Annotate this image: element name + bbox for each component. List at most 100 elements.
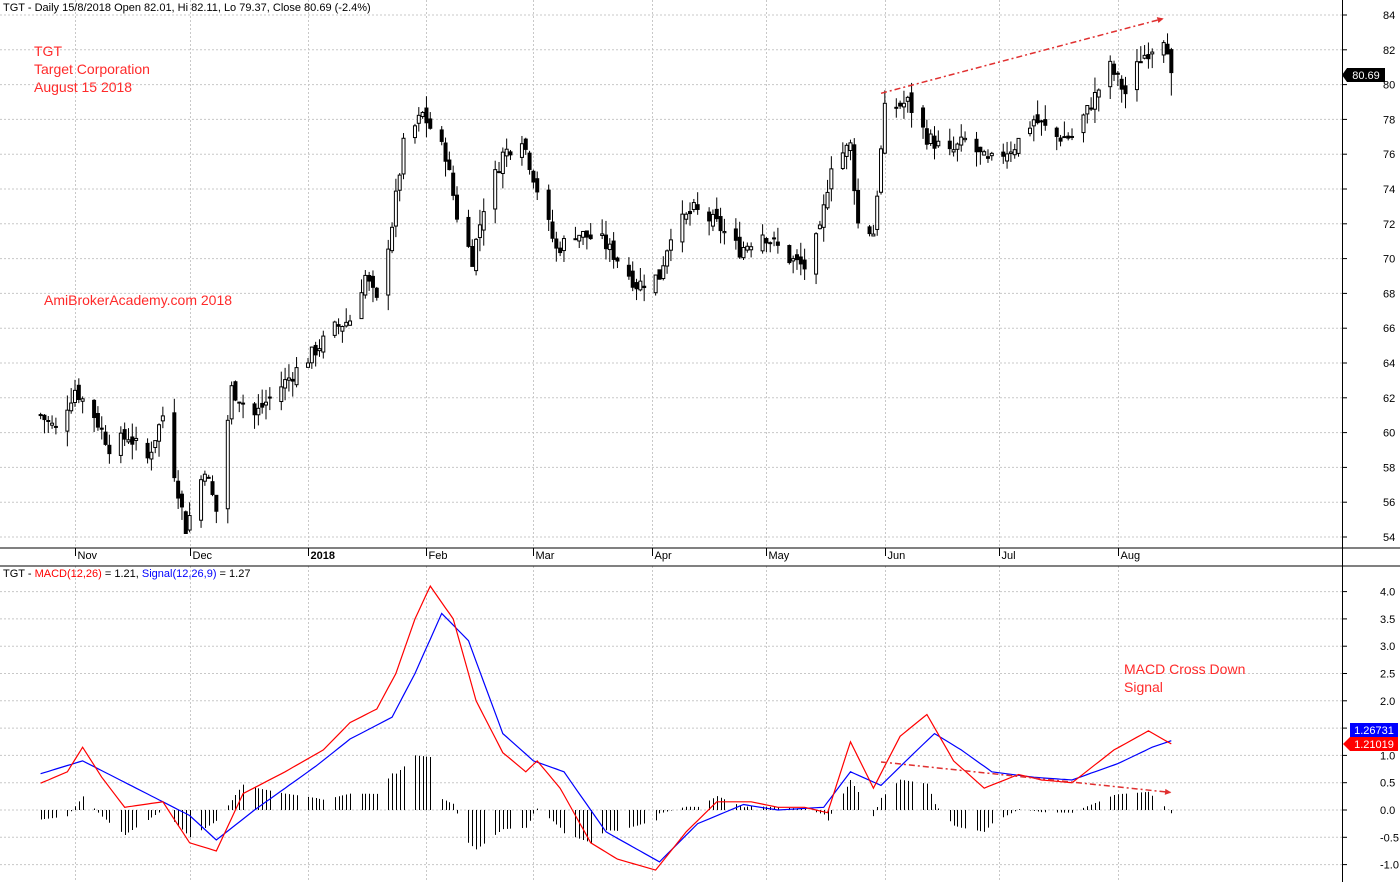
candle-body [1016, 137, 1021, 154]
candle-body [775, 241, 780, 246]
candle [642, 274, 647, 302]
candle [46, 416, 51, 433]
candle-body [401, 137, 406, 175]
candle-body [1150, 51, 1155, 55]
candle-body [256, 407, 261, 416]
candle [802, 248, 807, 280]
candle-body [573, 238, 578, 241]
candle-body [794, 254, 799, 261]
candle-body [615, 257, 620, 262]
signal-line [40, 612, 1172, 863]
candle [684, 212, 689, 225]
candle [1066, 132, 1071, 141]
candle-body [1112, 63, 1117, 75]
macd-tick-label: 2.0 [1380, 696, 1395, 708]
candle-body [447, 159, 452, 171]
candle-body [122, 429, 127, 440]
candle-body [1043, 119, 1048, 126]
candle [531, 169, 536, 189]
candle-body [867, 226, 872, 235]
candle-body [466, 216, 471, 247]
candle-body [69, 402, 74, 412]
macd-trendline [880, 761, 1172, 794]
candle [760, 224, 765, 254]
candle [374, 286, 379, 301]
candle [665, 249, 670, 274]
candle [229, 381, 234, 425]
macd-trendline-arrowhead [1164, 788, 1172, 795]
candle [856, 178, 861, 229]
candle-body [829, 168, 834, 190]
candle [321, 330, 326, 359]
candle [1115, 71, 1120, 87]
candle-body [294, 367, 299, 386]
candle-body [1142, 54, 1147, 59]
candle-body [558, 247, 563, 254]
candle [386, 239, 391, 311]
candle [985, 149, 990, 163]
candle [317, 339, 322, 357]
candle-body [179, 493, 184, 508]
candle-body [1039, 120, 1044, 123]
candle-body [894, 106, 899, 109]
macd-tick-label: -0.5 [1380, 832, 1399, 844]
candle [76, 378, 81, 404]
candle-body [588, 234, 593, 240]
candle [657, 269, 662, 280]
macd-annotation-line2: Signal [1124, 679, 1163, 695]
candle-body [73, 389, 77, 404]
candle-body [65, 409, 70, 432]
candle [840, 142, 845, 170]
candle [875, 190, 880, 236]
candle [500, 147, 505, 189]
candle-body [214, 494, 219, 512]
candle-body [550, 221, 555, 239]
candle-body [126, 439, 131, 443]
candle-body [1089, 107, 1094, 110]
candle [214, 494, 219, 524]
candle [447, 151, 452, 171]
candle-body [416, 114, 421, 124]
candle [584, 230, 589, 250]
candle [1031, 115, 1036, 142]
candle-body [535, 178, 540, 193]
candle-body [1108, 60, 1113, 88]
date-axis: Nov Dec 2018 Feb Mar Apr May Jun Jul Aug [75, 548, 1140, 562]
price-tick-label: 80 [1383, 80, 1395, 92]
candle-body [497, 171, 502, 174]
candle [1169, 47, 1174, 96]
candle-body [688, 211, 693, 215]
candle [252, 402, 257, 429]
candle [1165, 33, 1170, 55]
candle-body [428, 118, 433, 129]
candle-body [340, 326, 345, 332]
candle [535, 171, 540, 201]
candle [73, 379, 77, 407]
candle-body [1028, 127, 1032, 135]
macd-annotation-line1: MACD Cross Down [1124, 661, 1245, 677]
candle [607, 238, 612, 262]
candle-body [103, 431, 108, 445]
candle [313, 341, 318, 367]
price-tick-label: 62 [1383, 393, 1395, 405]
candle-body [149, 451, 154, 460]
candle-body [332, 321, 337, 336]
macd-header-signal-value: = 1.27 [217, 568, 251, 580]
candle [745, 242, 750, 253]
candle [344, 308, 349, 328]
candle-body [233, 381, 238, 401]
candle-body [603, 234, 608, 250]
candle [176, 470, 181, 509]
candle-body [764, 238, 769, 244]
candle-body [386, 248, 391, 296]
candle [428, 112, 433, 130]
price-tick-label: 82 [1383, 45, 1395, 57]
last-price-tag: 80.69 [1342, 68, 1385, 82]
candle [921, 105, 926, 139]
candle-body [737, 236, 742, 258]
candle [577, 234, 582, 249]
candle [615, 256, 620, 269]
macd-panel-header: TGT - MACD(12,26) = 1.21, Signal(12,26,9… [3, 568, 250, 580]
candle [1039, 119, 1044, 136]
price-tick-label: 64 [1383, 358, 1395, 370]
